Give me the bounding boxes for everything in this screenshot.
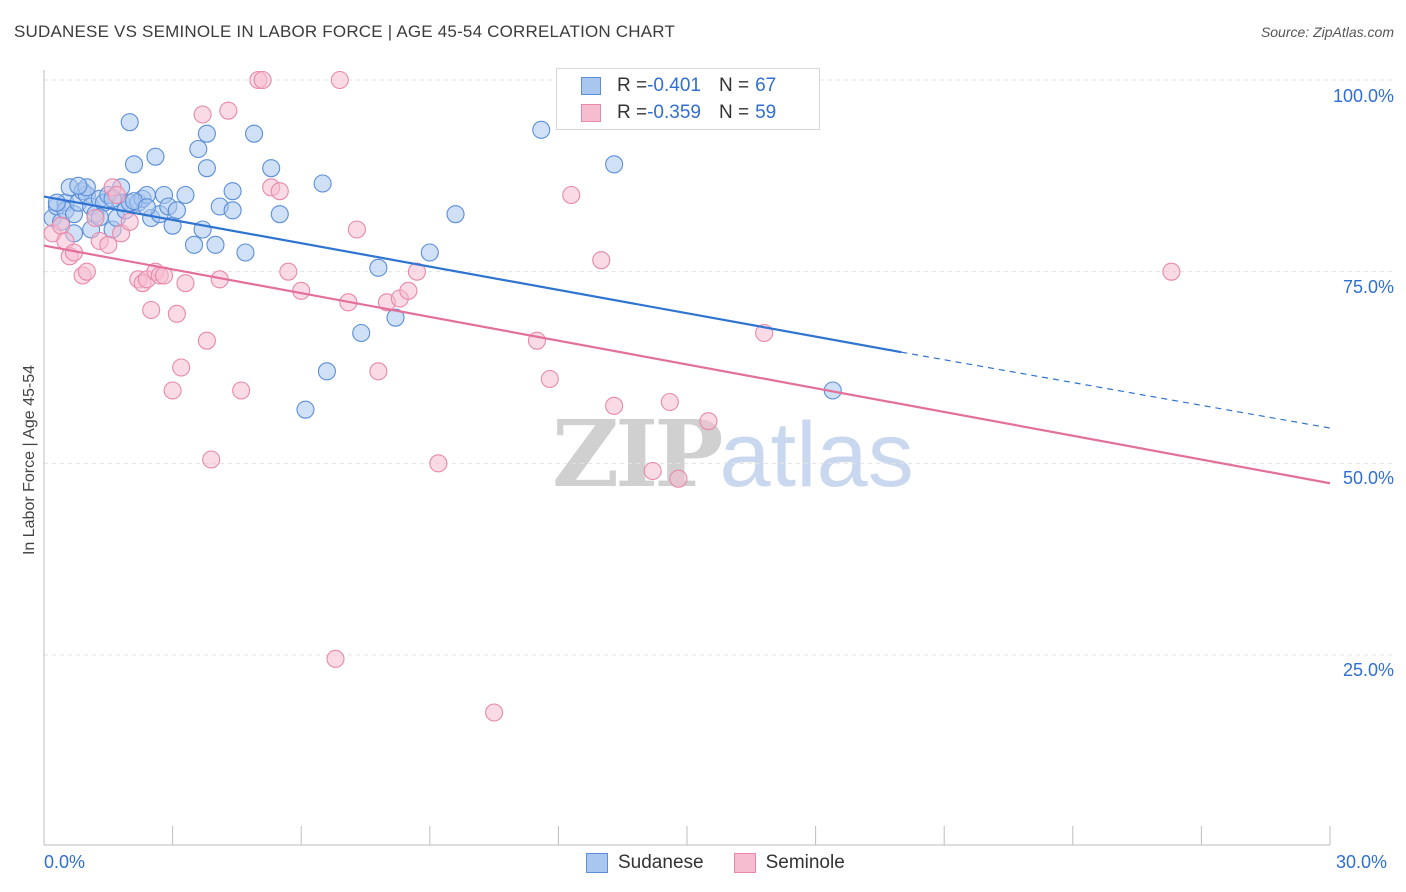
seminole-point — [592, 251, 611, 270]
r-label: R = — [617, 102, 648, 123]
seminole-point — [99, 235, 118, 254]
sudanese-point — [270, 205, 289, 224]
seminole-point — [699, 412, 718, 431]
seminole-point — [660, 392, 679, 412]
y-tick-100: 100.0% — [1332, 86, 1394, 106]
sudanese-swatch — [581, 77, 601, 95]
r-value: -0.359 — [647, 102, 701, 123]
sudanese-point — [223, 201, 242, 220]
sudanese-point — [236, 243, 255, 262]
sudanese-point — [244, 124, 264, 143]
n-label: N = — [718, 75, 750, 96]
source-note: Source: ZipAtlas.com — [1260, 24, 1394, 40]
seminole-point — [52, 216, 71, 235]
sudanese-point — [146, 147, 165, 166]
sudanese-point — [223, 182, 242, 201]
sudanese-point — [262, 159, 281, 178]
seminole-point — [172, 358, 191, 377]
seminole-point — [399, 281, 418, 300]
stats-row-seminole: R = -0.359 N = 59 — [557, 100, 776, 126]
seminole-point — [279, 262, 298, 281]
seminole-point — [86, 208, 105, 228]
sudanese-swatch — [586, 853, 608, 873]
n-label: N = — [718, 102, 750, 123]
seminole-point — [347, 220, 366, 239]
sudanese-point — [184, 235, 204, 254]
sudanese-point — [296, 400, 315, 419]
y-tick-25: 25.0% — [1342, 660, 1394, 680]
r-value: -0.401 — [647, 75, 701, 96]
stats-row-sudanese: R = -0.401 N = 67 — [557, 73, 776, 99]
seminole-point — [219, 101, 238, 120]
y-tick-50: 50.0% — [1342, 468, 1394, 488]
n-value: 67 — [755, 75, 777, 96]
seminole-point — [232, 381, 251, 400]
sudanese-point — [420, 243, 439, 262]
sudanese-point — [206, 235, 225, 254]
sudanese-point — [176, 185, 195, 205]
seminole-point — [369, 362, 388, 381]
y-tick-75: 75.0% — [1342, 277, 1394, 297]
sudanese-point — [317, 362, 336, 381]
seminole-point — [163, 381, 182, 400]
watermark: ZIPatlas — [552, 400, 914, 508]
sudanese-point — [313, 174, 332, 193]
sudanese-point — [369, 258, 388, 277]
sudanese-point — [197, 124, 216, 143]
sudanese-point — [352, 323, 371, 343]
seminole-point — [326, 649, 345, 668]
seminole-point — [562, 185, 581, 205]
watermark-zip: ZIP — [552, 400, 723, 508]
stats-legend: R = -0.401 N = 67 R = -0.359 N = 59 — [556, 68, 820, 130]
seminole-point — [167, 304, 186, 323]
series-legend: Sudanese Seminole — [586, 852, 875, 874]
seminole-point — [193, 105, 212, 124]
sudanese-trend-line — [43, 195, 902, 354]
r-label: R = — [617, 75, 648, 96]
sudanese-point — [446, 205, 465, 224]
seminole-point — [605, 396, 624, 415]
sudanese-point — [197, 159, 216, 178]
n-value: 59 — [755, 102, 777, 123]
sudanese-point — [124, 155, 144, 174]
seminole-trend-line — [43, 244, 1331, 485]
legend-item-sudanese[interactable]: Sudanese — [586, 852, 704, 874]
x-tick-min: 0.0% — [44, 852, 86, 872]
seminole-swatch — [581, 104, 601, 122]
chart-title: SUDANESE VS SEMINOLE IN LABOR FORCE | AG… — [14, 22, 676, 41]
seminole-point — [270, 182, 289, 201]
sudanese-point — [532, 120, 551, 139]
sudanese-point — [69, 176, 88, 195]
seminole-point — [485, 703, 504, 722]
seminole-point — [107, 185, 126, 205]
seminole-point — [429, 454, 448, 473]
x-tick-max: 30.0% — [1336, 852, 1388, 872]
seminole-point — [202, 450, 221, 469]
sudanese-point — [120, 113, 139, 132]
seminole-point — [120, 212, 139, 231]
sudanese-point — [386, 308, 405, 327]
seminole-point — [142, 300, 161, 320]
seminole-point — [197, 331, 216, 350]
legend-item-seminole[interactable]: Seminole — [733, 852, 845, 874]
sudanese-point — [167, 201, 186, 220]
seminole-swatch — [733, 853, 756, 873]
legend-label: Seminole — [765, 852, 845, 873]
seminole-point — [669, 469, 688, 488]
seminole-point — [77, 262, 96, 281]
seminole-point — [292, 281, 311, 300]
seminole-point — [253, 70, 272, 90]
seminole-point — [176, 274, 195, 293]
seminole-point — [1162, 262, 1181, 281]
watermark-atlas: atlas — [719, 404, 914, 506]
seminole-point — [540, 369, 559, 389]
legend-label: Sudanese — [618, 852, 704, 873]
sudanese-point — [189, 139, 208, 159]
seminole-point — [330, 70, 349, 90]
seminole-point — [643, 461, 662, 481]
sudanese-point — [605, 155, 624, 174]
